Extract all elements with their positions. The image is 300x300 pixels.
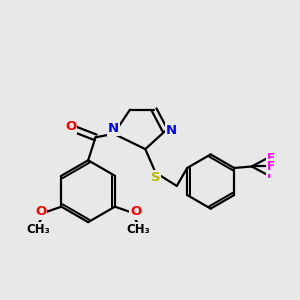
- Text: CH₃: CH₃: [26, 223, 50, 236]
- Text: F: F: [267, 160, 274, 173]
- Text: O: O: [35, 206, 46, 218]
- Text: O: O: [130, 206, 141, 218]
- Text: N: N: [108, 122, 119, 135]
- Text: O: O: [65, 120, 76, 133]
- Text: F: F: [267, 168, 274, 181]
- Text: F: F: [267, 152, 274, 165]
- Text: S: S: [151, 171, 160, 184]
- Text: N: N: [166, 124, 177, 137]
- Text: CH₃: CH₃: [127, 223, 150, 236]
